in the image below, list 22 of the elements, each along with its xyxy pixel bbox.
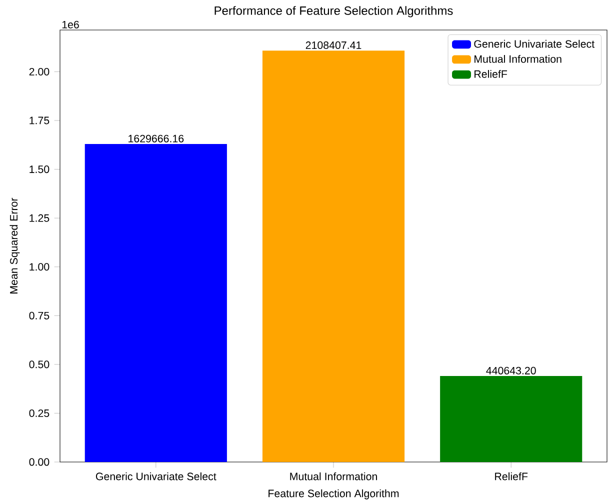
x-tick-label: ReliefF — [495, 472, 528, 480]
legend-label: Mutual Information — [474, 54, 562, 63]
y-tick-label: 0.25 — [29, 409, 50, 417]
chart-title: Performance of Feature Selection Algorithms — [214, 6, 453, 18]
y-tick-label: 1.50 — [30, 166, 50, 174]
x-tick-label: Mutual Information — [290, 472, 377, 480]
legend-label: ReliefF — [474, 70, 508, 78]
y-tick-label: 1.00 — [30, 263, 50, 271]
y-tick-label: 0.00 — [29, 458, 50, 466]
y-tick-label: 1.75 — [30, 116, 50, 124]
annotation: 2108407.41 — [306, 41, 362, 49]
y-tick-label: 2.00 — [29, 68, 50, 76]
y-tick-label: 0.50 — [29, 360, 50, 368]
x-axis-title: Feature Selection Algorithm — [268, 489, 399, 500]
legend-label: Generic Univariate Select — [474, 40, 594, 48]
y-tick-label: 1.25 — [30, 214, 50, 222]
y-axis-title: Mean Squared Error — [10, 198, 20, 294]
y-tick-label: 0.75 — [29, 312, 50, 320]
annotation: 440643.20 — [486, 366, 536, 374]
text: 1e6 — [62, 20, 79, 28]
annotation: 1629666.16 — [128, 134, 184, 142]
x-tick-label: Generic Univariate Select — [96, 472, 216, 480]
